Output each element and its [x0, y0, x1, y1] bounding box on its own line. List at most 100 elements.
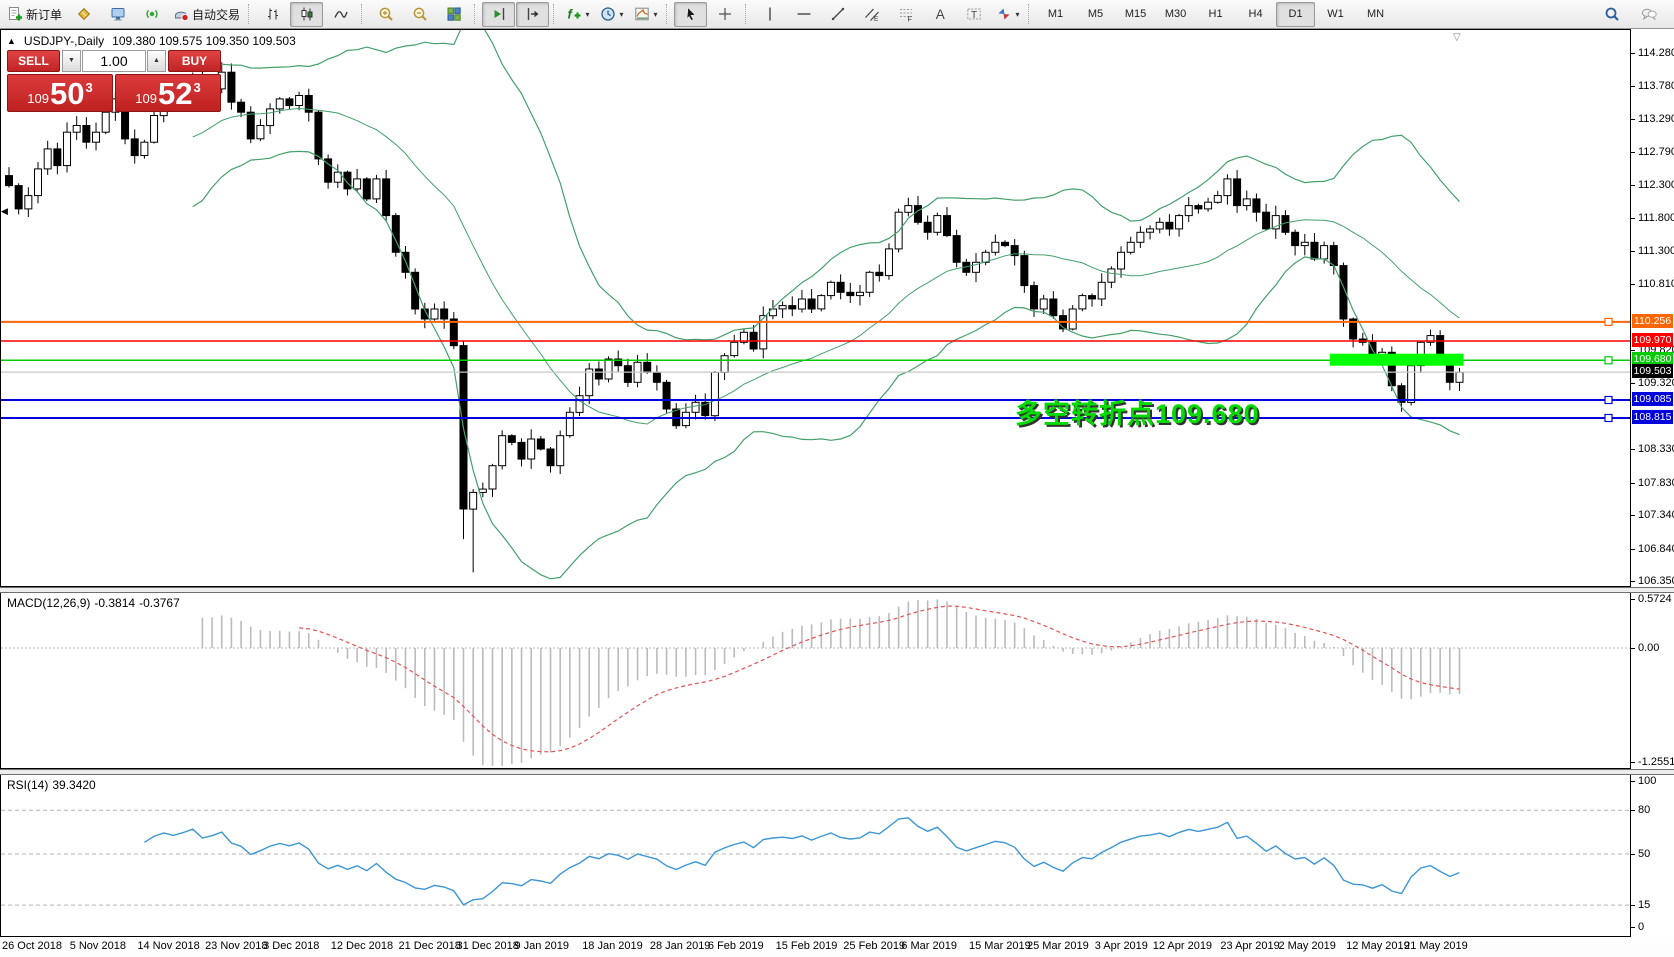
trendline-icon [831, 7, 844, 21]
text-label-button[interactable]: T [957, 2, 990, 27]
price-level-label: 109.680 [1632, 352, 1673, 366]
candlestick-chart [1, 30, 1630, 580]
volume-down-button[interactable]: ▼ [62, 50, 81, 72]
buy-button[interactable]: BUY [168, 50, 221, 72]
periods-button[interactable]: ▾ [595, 2, 628, 27]
main-chart-plot[interactable]: ▲ USDJPY-,Daily 109.380 109.575 109.350 … [0, 29, 1631, 587]
trendline-button[interactable] [821, 2, 854, 27]
crosshair-button[interactable] [708, 2, 741, 27]
price-axis[interactable]: 114.280 113.780 113.290 112.790 112.300 111.8… [1631, 29, 1674, 587]
ohlc-info-line: ▲ USDJPY-,Daily 109.380 109.575 109.350 … [7, 34, 296, 48]
date-label: 31 Dec 2018 [456, 940, 519, 952]
timeframe-w1-button-label: W1 [1327, 8, 1344, 20]
timeframe-m1-button-label: M1 [1047, 8, 1064, 20]
search-button[interactable] [1595, 2, 1628, 27]
price-axis-tick: 107.340 [1638, 509, 1674, 521]
date-label: 23 Nov 2018 [205, 940, 268, 952]
text-button[interactable]: A [923, 2, 956, 27]
signals-button[interactable] [135, 2, 168, 27]
svg-text:f: f [567, 7, 573, 22]
line-chart-button[interactable] [324, 2, 357, 27]
price-level-label: 110.256 [1632, 314, 1673, 328]
fibonacci-button[interactable]: F [889, 2, 922, 27]
price-axis-tick-mark [1631, 581, 1635, 582]
svg-text:F: F [907, 17, 911, 23]
sell-price-display[interactable]: 109 50 3 [7, 74, 113, 112]
text-label-icon: T [966, 8, 981, 21]
signal-icon [145, 9, 158, 19]
zoom-in-button[interactable] [369, 2, 402, 27]
rsi-label: RSI(14) [7, 778, 49, 792]
macd-label: MACD(12,26,9) [7, 596, 91, 610]
rsi-label-line: RSI(14) 39.3420 [7, 778, 100, 792]
arrows-button[interactable]: ▾ [991, 2, 1024, 27]
macd-value-main: -0.3814 [94, 596, 136, 610]
gold-gem-icon [77, 7, 90, 21]
vertical-line-button[interactable] [753, 2, 786, 27]
panel-splitter[interactable] [0, 769, 1674, 775]
timeframe-w1-button[interactable]: W1 [1316, 2, 1355, 27]
autotrading-button[interactable]: 自动交易 [169, 2, 244, 27]
timeframe-m5-button[interactable]: M5 [1076, 2, 1115, 27]
bar-chart-button[interactable] [256, 2, 289, 27]
indicators-button[interactable]: f ▾ [561, 2, 594, 27]
price-axis-tick: 106.350 [1638, 575, 1674, 587]
macd-axis: 0.5724 0.00 -1.2551 [1631, 593, 1674, 769]
chart-shift-button[interactable] [516, 1, 550, 27]
templates-button[interactable]: ▾ [629, 2, 662, 27]
panel-collapse-icon[interactable]: ▲ [7, 36, 16, 46]
timeframe-m15-button[interactable]: M15 [1116, 2, 1155, 27]
timeframe-d1-button[interactable]: D1 [1276, 1, 1316, 27]
price-axis-tick: 114.280 [1638, 47, 1674, 59]
hline-icon [797, 13, 811, 15]
toolbar: 新订单 自动交易 f ▾ ▾ ▾ E F A T ▾ M1 M5 M15 M30 H1 H4 D1 W1 MN [0, 0, 1674, 29]
scroll-left-arrow-icon: ◀ [1, 206, 8, 216]
equidistant-channel-button[interactable]: E [855, 2, 888, 27]
timeframe-h1-button-label: H1 [1208, 8, 1223, 20]
timeframe-m1-button[interactable]: M1 [1036, 2, 1075, 27]
cursor-button[interactable] [674, 1, 708, 27]
price-axis-tick-mark [1631, 449, 1635, 450]
horizontal-line-button[interactable] [787, 2, 820, 27]
toolbar-separator [666, 4, 670, 24]
timeframe-m30-button[interactable]: M30 [1156, 2, 1195, 27]
timeframe-h4-button[interactable]: H4 [1236, 2, 1275, 27]
autotrading-button-label: 自动交易 [192, 7, 241, 22]
market-watch-button[interactable] [101, 2, 134, 27]
template-icon [634, 7, 649, 21]
line-chart-icon [333, 11, 348, 18]
date-axis[interactable]: 26 Oct 2018 5 Nov 2018 14 Nov 2018 23 Nov 2… [0, 937, 1674, 957]
panel-splitter[interactable] [0, 587, 1674, 593]
price-axis-tick: 109.320 [1638, 377, 1674, 389]
price-axis-tick: 110.810 [1638, 278, 1674, 290]
buy-price-display[interactable]: 109 52 3 [115, 74, 221, 112]
sell-button[interactable]: SELL [7, 50, 60, 72]
toolbar-right-group [1595, 2, 1671, 27]
auto-scroll-button[interactable] [482, 1, 516, 27]
toolbar-separator [361, 4, 365, 24]
mql5-community-button[interactable] [67, 2, 100, 27]
timeframe-h1-button[interactable]: H1 [1196, 2, 1235, 27]
macd-plot[interactable]: MACD(12,26,9) -0.3814 -0.3767 [0, 593, 1631, 769]
rsi-plot[interactable]: RSI(14) 39.3420 [0, 775, 1631, 937]
price-axis-tick-mark [1631, 284, 1635, 285]
price-axis-tick-mark [1631, 383, 1635, 384]
chat-button[interactable] [1632, 2, 1665, 27]
rsi-axis: 100 80 50 15 0 [1631, 775, 1674, 937]
rsi-panel: RSI(14) 39.3420 100 80 50 15 0 [0, 775, 1674, 937]
chart-shift-marker-icon[interactable]: ▽ [1453, 32, 1461, 43]
candlestick-button[interactable] [290, 1, 324, 27]
volume-input[interactable] [82, 50, 146, 72]
tile-windows-button[interactable] [437, 2, 470, 27]
text-a-icon: A [935, 7, 944, 22]
rsi-axis-tick: 50 [1638, 848, 1651, 860]
volume-up-button[interactable]: ▲ [147, 50, 166, 72]
timeframe-mn-button[interactable]: MN [1356, 2, 1395, 27]
new-order-button[interactable]: 新订单 [3, 2, 66, 27]
price-axis-tick-mark [1631, 218, 1635, 219]
zoom-out-button[interactable] [403, 2, 436, 27]
toolbar-separator [474, 4, 478, 24]
date-label: 6 Feb 2019 [707, 940, 764, 952]
toolbar-separator [553, 4, 557, 24]
price-level-label: 109.970 [1632, 333, 1673, 347]
